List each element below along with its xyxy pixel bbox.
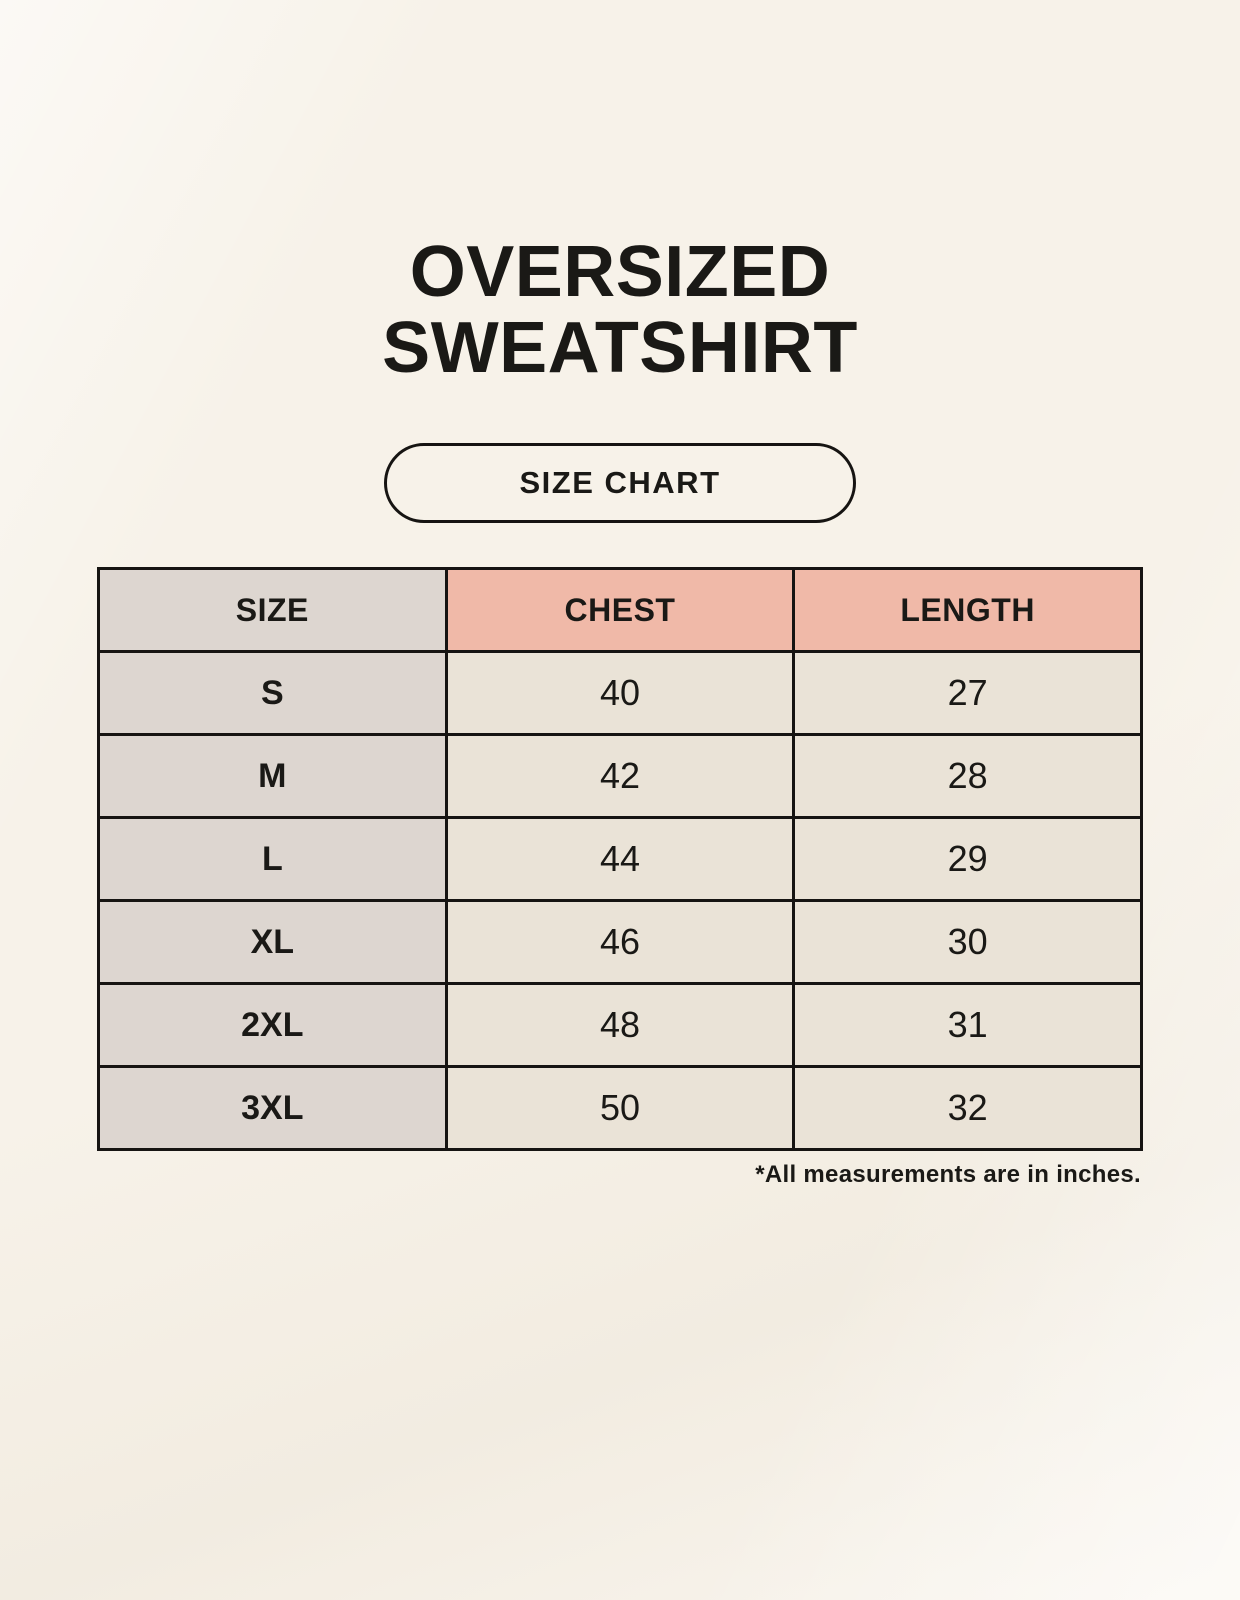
title-line-2: SWEATSHIRT	[382, 308, 858, 389]
size-table-section: SIZE CHEST LENGTH S 40 27 M 42 28 L	[97, 567, 1143, 1189]
length-value: 27	[792, 650, 1143, 736]
length-value: 28	[792, 733, 1143, 819]
chest-value: 40	[444, 650, 796, 736]
page-title: OVERSIZED SWEATSHIRT	[0, 234, 1240, 387]
table-row: 2XL 48 31	[97, 982, 1143, 1068]
size-value: 2XL	[97, 982, 448, 1068]
column-header-chest: CHEST	[444, 567, 796, 653]
size-chart-badge-label: SIZE CHART	[519, 465, 721, 500]
column-header-length: LENGTH	[792, 567, 1143, 653]
size-value: S	[97, 650, 448, 736]
size-value: 3XL	[97, 1065, 448, 1151]
chest-value: 44	[444, 816, 796, 902]
size-chart-table: SIZE CHEST LENGTH S 40 27 M 42 28 L	[97, 567, 1143, 1151]
title-line-1: OVERSIZED	[409, 232, 831, 312]
table-row: XL 46 30	[97, 899, 1143, 985]
size-value: XL	[97, 899, 448, 985]
table-row: M 42 28	[97, 733, 1143, 819]
table-row: 3XL 50 32	[97, 1065, 1143, 1151]
table-row: S 40 27	[97, 650, 1143, 736]
chest-value: 50	[444, 1065, 796, 1151]
table-row: L 44 29	[97, 816, 1143, 902]
measurements-footnote: *All measurements are in inches.	[755, 1161, 1141, 1188]
chest-value: 46	[444, 899, 796, 985]
size-value: M	[97, 733, 448, 819]
length-value: 29	[792, 816, 1143, 902]
size-chart-badge: SIZE CHART	[384, 443, 856, 523]
table-header-row: SIZE CHEST LENGTH	[97, 567, 1143, 653]
length-value: 32	[792, 1065, 1143, 1151]
chest-value: 48	[444, 982, 796, 1068]
column-header-size: SIZE	[97, 567, 448, 653]
size-value: L	[97, 816, 448, 902]
length-value: 30	[792, 899, 1143, 985]
length-value: 31	[792, 982, 1143, 1068]
chest-value: 42	[444, 733, 796, 819]
